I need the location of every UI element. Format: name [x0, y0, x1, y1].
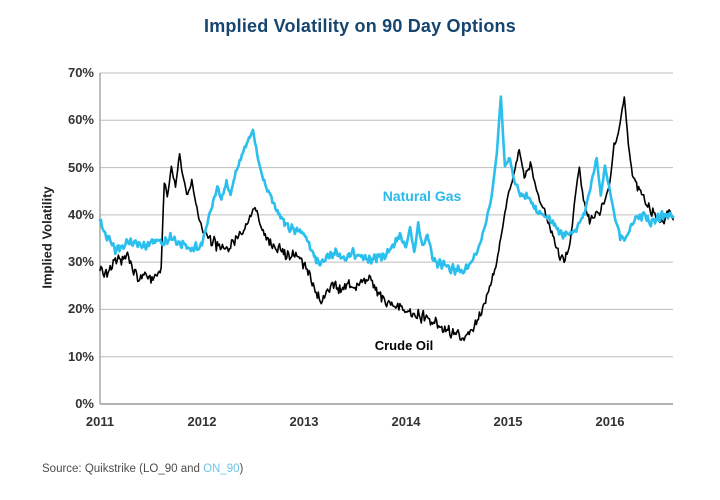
y-tick-50: 50% [67, 159, 94, 175]
source-attribution: Source: Quikstrike (LO_90 and ON_90) [42, 463, 243, 475]
crude-oil-series-label: Crude Oil [374, 338, 434, 353]
y-tick-70: 70% [67, 65, 94, 80]
x-tick-2011: 2011 [85, 414, 115, 429]
source-highlight-on90: ON_90 [203, 463, 240, 475]
y-tick-0: 0% [75, 396, 94, 411]
y-tick-60: 60% [67, 112, 94, 128]
y-tick-20: 20% [67, 301, 94, 317]
y-tick-40: 40% [67, 206, 94, 222]
source-text: Source: Quikstrike (LO_90 and [42, 463, 204, 475]
x-tick-2015: 2015 [493, 414, 523, 429]
y-tick-10: 10% [67, 348, 94, 364]
x-tick-2013: 2013 [289, 414, 319, 429]
source-suffix: ) [239, 463, 244, 475]
natural-gas-series-label: Natural Gas [382, 188, 462, 204]
chart-title: Implied Volatility on 90 Day Options [204, 16, 516, 36]
y-tick-30: 30% [67, 254, 94, 270]
x-tick-2014: 2014 [391, 414, 421, 429]
x-tick-2016: 2016 [595, 414, 625, 429]
x-tick-2012: 2012 [187, 414, 217, 429]
